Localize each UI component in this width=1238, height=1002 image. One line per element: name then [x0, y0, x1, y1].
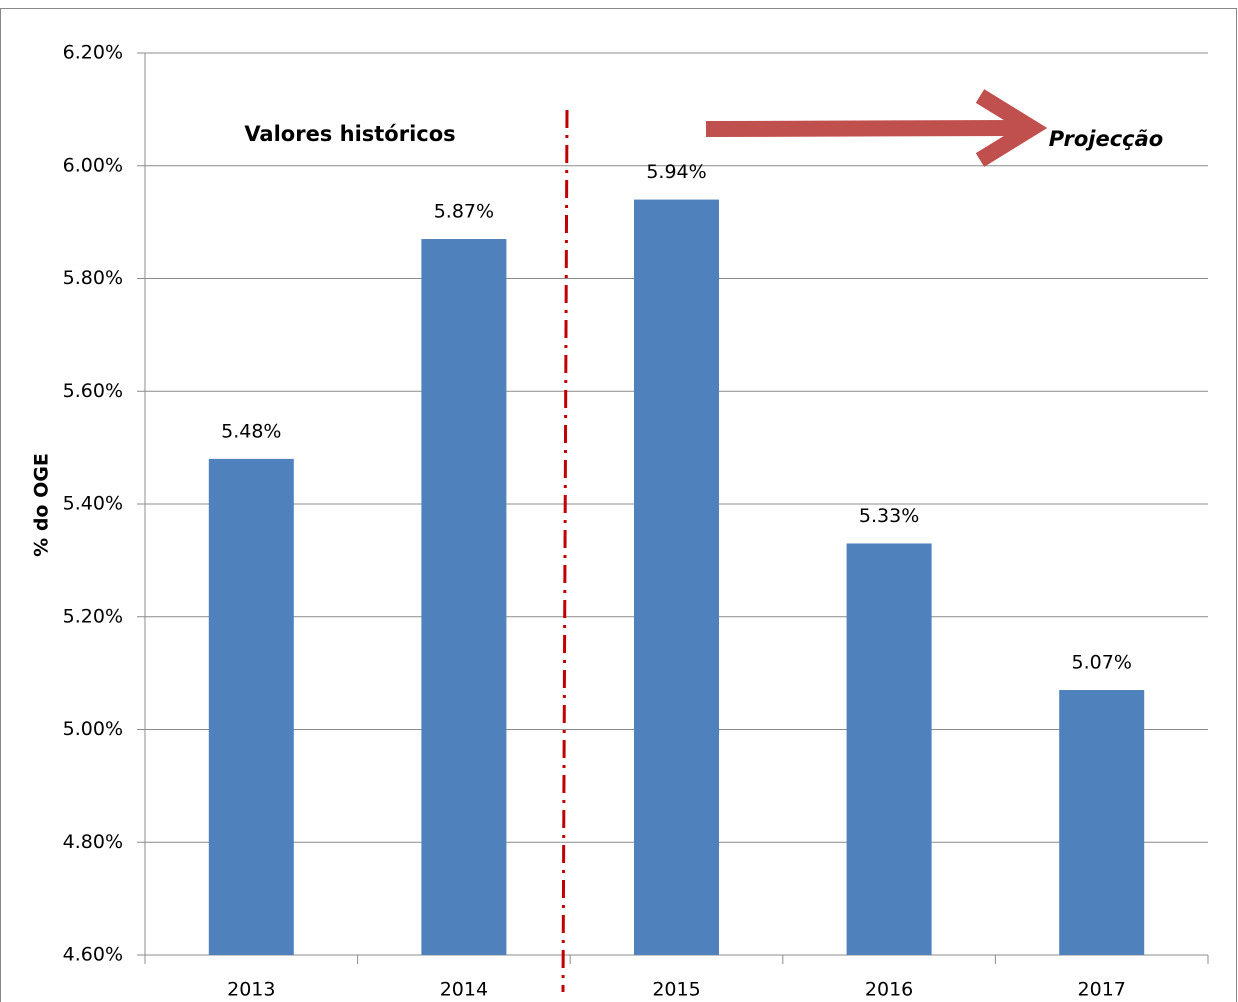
annotation: Projecção: [1049, 127, 1163, 151]
data-label: 5.07%: [1072, 652, 1132, 674]
x-tick-label: 2015: [652, 979, 700, 1001]
x-tick-label: 2014: [440, 979, 488, 1001]
data-label: 5.48%: [221, 420, 281, 442]
y-tick-label: 4.60%: [63, 944, 123, 966]
x-tick-label: 2017: [1078, 979, 1126, 1001]
bar: [421, 239, 507, 956]
x-tick-label: 2016: [865, 979, 913, 1001]
y-tick-label: 6.20%: [63, 42, 123, 64]
data-label: 5.94%: [646, 161, 706, 183]
divider-line: [561, 109, 569, 993]
projection-arrow: [705, 89, 1048, 167]
y-tick-label: 5.60%: [63, 380, 123, 402]
y-tick-label: 5.40%: [63, 493, 123, 515]
y-tick-label: 4.80%: [63, 831, 123, 853]
x-tick-label: 2013: [227, 979, 275, 1001]
data-label: 5.87%: [434, 201, 494, 223]
y-tick-label: 5.20%: [63, 605, 123, 627]
bar: [634, 199, 719, 955]
bar: [208, 458, 294, 955]
bar: [1059, 690, 1145, 955]
data-label: 5.33%: [859, 505, 919, 527]
bar: [846, 543, 932, 955]
y-tick-label: 6.00%: [63, 154, 123, 176]
annotation: Valores históricos: [244, 122, 455, 146]
chart-border: [0, 8, 1237, 1002]
y-axis-label: % do OGE: [31, 453, 53, 557]
y-tick-label: 5.80%: [63, 267, 123, 289]
y-tick-label: 5.00%: [63, 718, 123, 740]
